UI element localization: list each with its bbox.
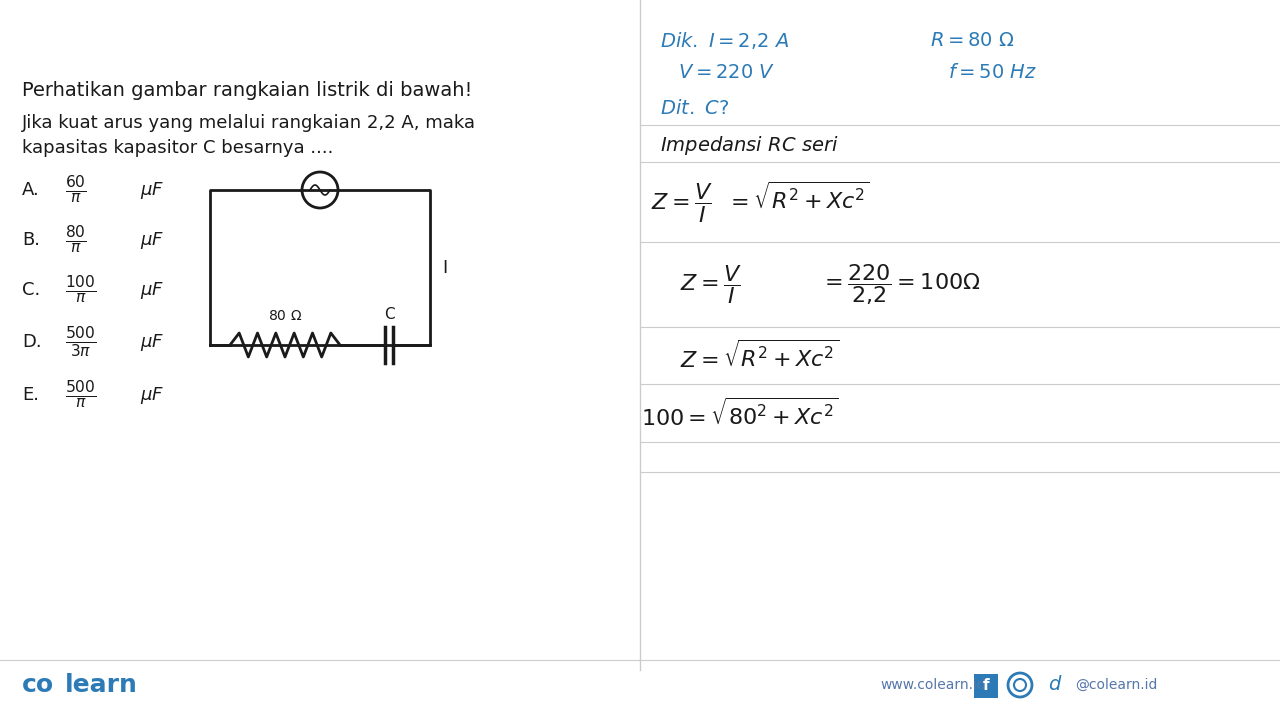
Text: $\mu F$: $\mu F$ <box>140 230 164 251</box>
Text: A.: A. <box>22 181 40 199</box>
Text: $Z = \dfrac{V}{I}$: $Z = \dfrac{V}{I}$ <box>680 264 741 307</box>
Text: $100 = \sqrt{80^2 + Xc^2}$: $100 = \sqrt{80^2 + Xc^2}$ <box>641 398 838 430</box>
Text: $\mu F$: $\mu F$ <box>140 384 164 405</box>
Text: $\mathbf{\mathit{Impedansi\ RC\ seri}}$: $\mathbf{\mathit{Impedansi\ RC\ seri}}$ <box>660 133 838 156</box>
Text: E.: E. <box>22 386 38 404</box>
Text: $Z = \dfrac{V}{I}\ \ = \sqrt{R^2 + Xc^2}$: $Z = \dfrac{V}{I}\ \ = \sqrt{R^2 + Xc^2}… <box>650 179 869 225</box>
Text: $\frac{60}{\pi}$: $\frac{60}{\pi}$ <box>65 174 87 206</box>
Text: $\it{V = 220\ V}$: $\it{V = 220\ V}$ <box>678 63 776 81</box>
Text: Jika kuat arus yang melalui rangkaian 2,2 A, maka: Jika kuat arus yang melalui rangkaian 2,… <box>22 114 476 132</box>
Text: $\it{Dik.\ I = 2{,}2\ A}$: $\it{Dik.\ I = 2{,}2\ A}$ <box>660 30 788 50</box>
Text: $80\ \Omega$: $80\ \Omega$ <box>268 309 302 323</box>
Text: C.: C. <box>22 281 40 299</box>
Text: f: f <box>983 678 989 693</box>
Text: @colearn.id: @colearn.id <box>1075 678 1157 692</box>
Text: $\it{f = 50\ Hz}$: $\it{f = 50\ Hz}$ <box>948 63 1037 81</box>
Text: C: C <box>384 307 394 322</box>
Text: D.: D. <box>22 333 42 351</box>
Text: I: I <box>442 258 447 276</box>
Text: $\frac{500}{3\pi}$: $\frac{500}{3\pi}$ <box>65 325 97 359</box>
Text: Perhatikan gambar rangkaian listrik di bawah!: Perhatikan gambar rangkaian listrik di b… <box>22 81 472 99</box>
Text: $\mathit{d}$: $\mathit{d}$ <box>1048 675 1062 695</box>
Text: kapasitas kapasitor C besarnya ....: kapasitas kapasitor C besarnya .... <box>22 139 333 157</box>
Text: $\it{R = 80\ \Omega}$: $\it{R = 80\ \Omega}$ <box>931 30 1015 50</box>
Text: $\mu F$: $\mu F$ <box>140 279 164 300</box>
Text: co: co <box>22 673 54 697</box>
FancyBboxPatch shape <box>974 674 998 698</box>
Text: $\frac{80}{\pi}$: $\frac{80}{\pi}$ <box>65 224 87 256</box>
Text: $\frac{500}{\pi}$: $\frac{500}{\pi}$ <box>65 379 97 411</box>
Text: learn: learn <box>65 673 138 697</box>
Text: $\frac{100}{\pi}$: $\frac{100}{\pi}$ <box>65 274 97 306</box>
Text: www.colearn.id: www.colearn.id <box>881 678 986 692</box>
Text: $\mu F$: $\mu F$ <box>140 331 164 353</box>
Text: $\it{Dit.\ C?}$: $\it{Dit.\ C?}$ <box>660 99 730 117</box>
Text: $Z = \sqrt{R^2 + Xc^2}$: $Z = \sqrt{R^2 + Xc^2}$ <box>681 340 840 372</box>
Text: $\mu F$: $\mu F$ <box>140 179 164 200</box>
Text: $= \dfrac{220}{2{,}2} = 100\Omega$: $= \dfrac{220}{2{,}2} = 100\Omega$ <box>820 263 980 307</box>
Text: B.: B. <box>22 231 40 249</box>
